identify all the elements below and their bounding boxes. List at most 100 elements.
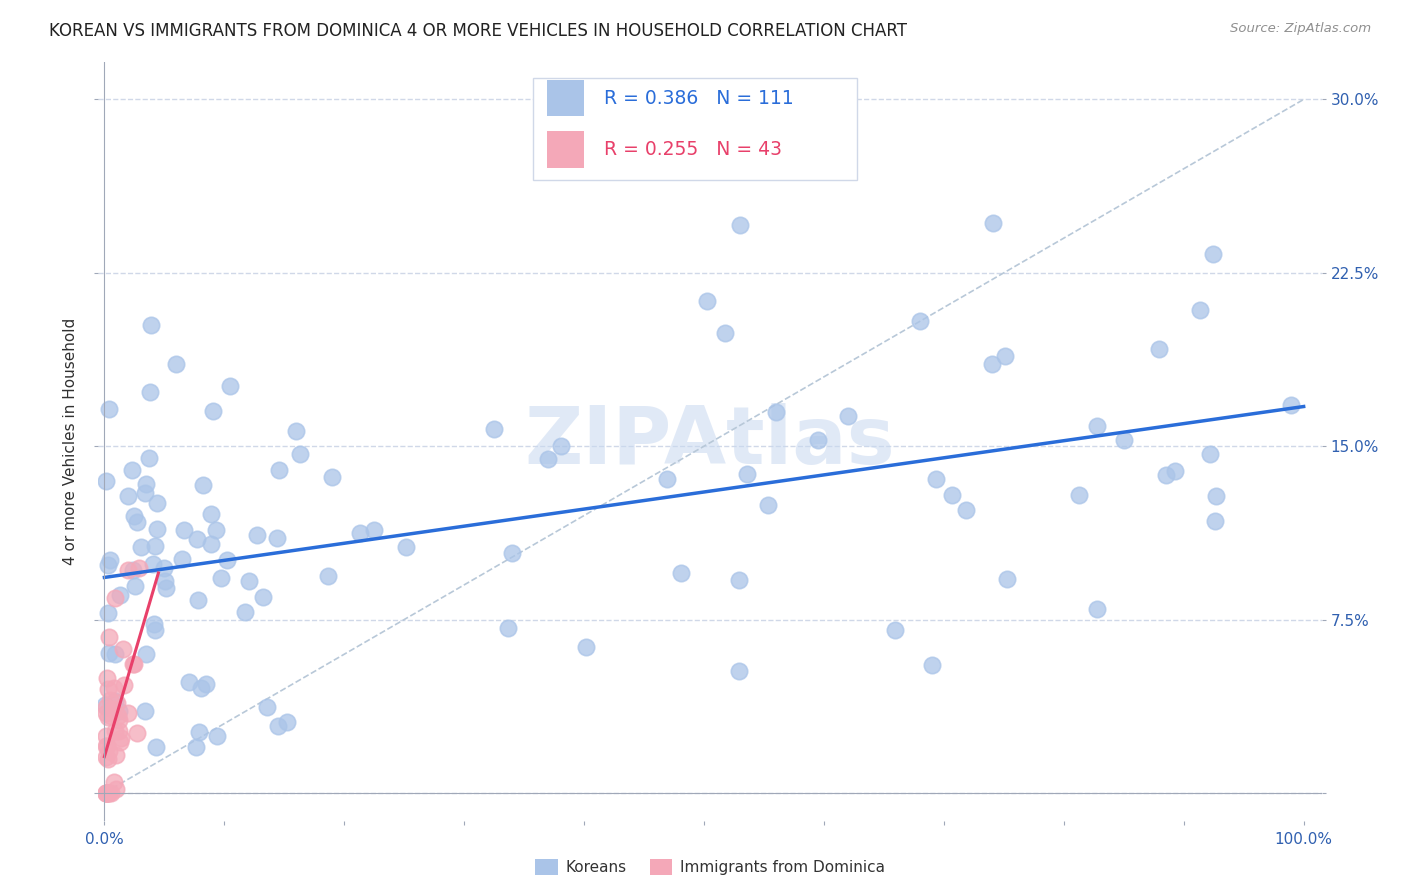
Point (884, 624, 907, 638)
Point (671, 566, 693, 581)
Point (246, 527, 269, 541)
Point (173, 523, 195, 537)
Point (139, 318, 162, 332)
Point (316, 568, 339, 582)
Point (200, 508, 222, 522)
Point (134, 486, 156, 500)
Point (657, 472, 679, 486)
Point (1112, 434, 1135, 448)
Point (696, 293, 718, 308)
Point (98, 553, 121, 567)
Point (139, 385, 162, 400)
Point (145, 739, 167, 754)
Point (125, 726, 148, 740)
Point (209, 571, 232, 585)
Point (1085, 418, 1108, 433)
Point (290, 447, 312, 461)
Point (207, 729, 229, 743)
Point (96, 681, 118, 696)
Point (97, 744, 120, 758)
Text: KOREAN VS IMMIGRANTS FROM DOMINICA 4 OR MORE VEHICLES IN HOUSEHOLD CORRELATION C: KOREAN VS IMMIGRANTS FROM DOMINICA 4 OR … (49, 22, 907, 40)
Point (1188, 302, 1211, 317)
Point (728, 574, 751, 588)
Point (1205, 489, 1227, 503)
Point (104, 647, 127, 661)
Point (155, 581, 177, 595)
Point (107, 709, 129, 723)
Point (153, 574, 176, 589)
Point (276, 715, 298, 730)
Point (981, 216, 1004, 230)
Point (94, 750, 117, 764)
Point (108, 713, 131, 727)
Point (94, 475, 117, 489)
Point (482, 422, 505, 436)
Point (194, 677, 217, 691)
Point (756, 498, 779, 512)
Point (184, 739, 207, 754)
Point (94, 699, 117, 714)
Point (925, 472, 948, 486)
Point (138, 451, 160, 466)
Point (97, 786, 120, 800)
Point (94, 698, 117, 712)
Point (94, 786, 117, 800)
Point (117, 563, 139, 577)
Text: R = 0.255   N = 43: R = 0.255 N = 43 (603, 140, 782, 159)
Point (186, 532, 208, 546)
Point (908, 314, 931, 328)
Point (121, 463, 143, 477)
Point (200, 537, 222, 551)
Point (252, 591, 274, 605)
Point (96, 739, 118, 753)
Point (1204, 514, 1226, 528)
Point (142, 617, 165, 632)
Point (238, 574, 260, 589)
Point (1199, 447, 1222, 461)
Point (267, 462, 290, 476)
Point (117, 490, 139, 504)
Point (152, 560, 174, 574)
Point (105, 696, 128, 710)
FancyBboxPatch shape (533, 78, 856, 180)
Point (104, 591, 127, 605)
Point (103, 775, 125, 789)
Legend: Koreans, Immigrants from Dominica: Koreans, Immigrants from Dominica (529, 853, 891, 881)
Point (96, 786, 118, 800)
Point (995, 573, 1018, 587)
Point (191, 478, 214, 492)
Point (363, 523, 385, 537)
Point (142, 557, 165, 571)
Point (349, 525, 371, 540)
Point (97, 401, 120, 416)
Point (117, 706, 139, 721)
Point (550, 439, 572, 453)
Text: ZIPAtlas: ZIPAtlas (524, 402, 896, 481)
Point (143, 624, 166, 638)
Point (501, 546, 523, 560)
Point (110, 735, 132, 749)
Point (921, 658, 943, 673)
Point (266, 532, 288, 546)
Point (110, 589, 132, 603)
Point (219, 378, 242, 392)
Point (97, 786, 120, 800)
Point (994, 349, 1017, 363)
Point (807, 434, 830, 448)
Point (1085, 602, 1108, 616)
Point (955, 503, 977, 517)
Point (104, 693, 127, 707)
Y-axis label: 4 or more Vehicles in Household: 4 or more Vehicles in Household (63, 318, 79, 566)
Point (728, 665, 751, 679)
Point (765, 404, 787, 418)
Point (1202, 247, 1225, 261)
Point (122, 657, 145, 672)
Point (96, 671, 118, 685)
Point (1164, 464, 1187, 478)
Point (110, 731, 132, 745)
Point (97, 710, 120, 724)
Point (267, 719, 290, 733)
Point (103, 681, 125, 695)
Point (107, 704, 129, 718)
Point (97, 558, 120, 572)
